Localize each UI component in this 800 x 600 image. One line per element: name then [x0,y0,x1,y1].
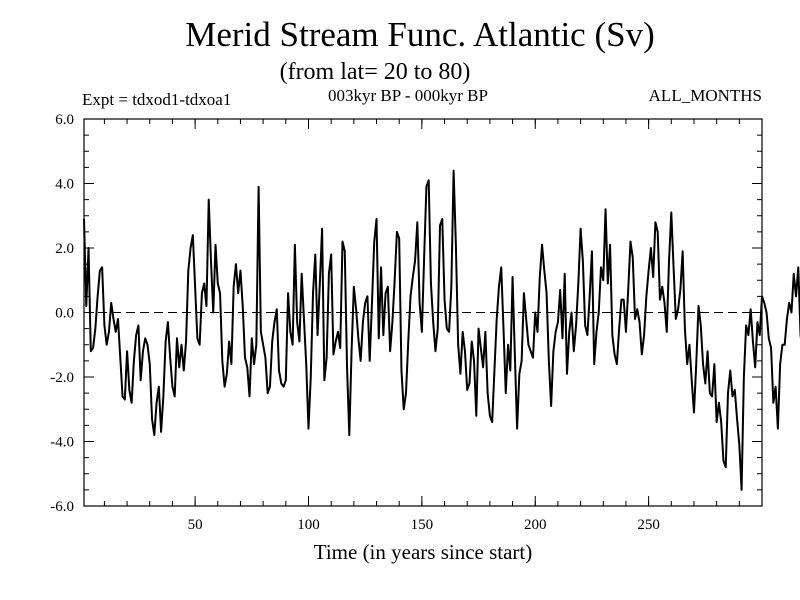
plot-frame [83,118,763,507]
y-tick-label: -4.0 [50,435,74,451]
tick-labels: 50 100 150 200 250 -6.0 -4.0 -2.0 0.0 2.0 4.0 6.0 [50,112,660,533]
x-tick-label: 50 [188,517,203,533]
y-tick-label: -6.0 [50,499,74,515]
x-tick-label: 200 [524,517,547,533]
chart-subtitle: (from lat= 20 to 80) [279,59,471,85]
months-label: ALL_MONTHS [648,86,762,105]
y-tick-label: 6.0 [55,112,74,128]
experiment-label: Expt = tdxod1-tdxoa1 [82,90,232,109]
period-label: 003kyr BP - 000kyr BP [328,86,488,105]
y-tick-label: 4.0 [55,177,74,193]
x-tick-label: 150 [411,517,434,533]
y-tick-label: 2.0 [55,241,74,257]
y-tick-label: -2.0 [50,370,74,386]
x-tick-label: 250 [637,517,660,533]
chart-title: Merid Stream Func. Atlantic (Sv) [185,15,655,54]
x-tick-label: 100 [297,517,320,533]
y-tick-label: 0.0 [55,306,74,322]
series-line [83,169,800,491]
x-axis-label: Time (in years since start) [313,540,533,564]
